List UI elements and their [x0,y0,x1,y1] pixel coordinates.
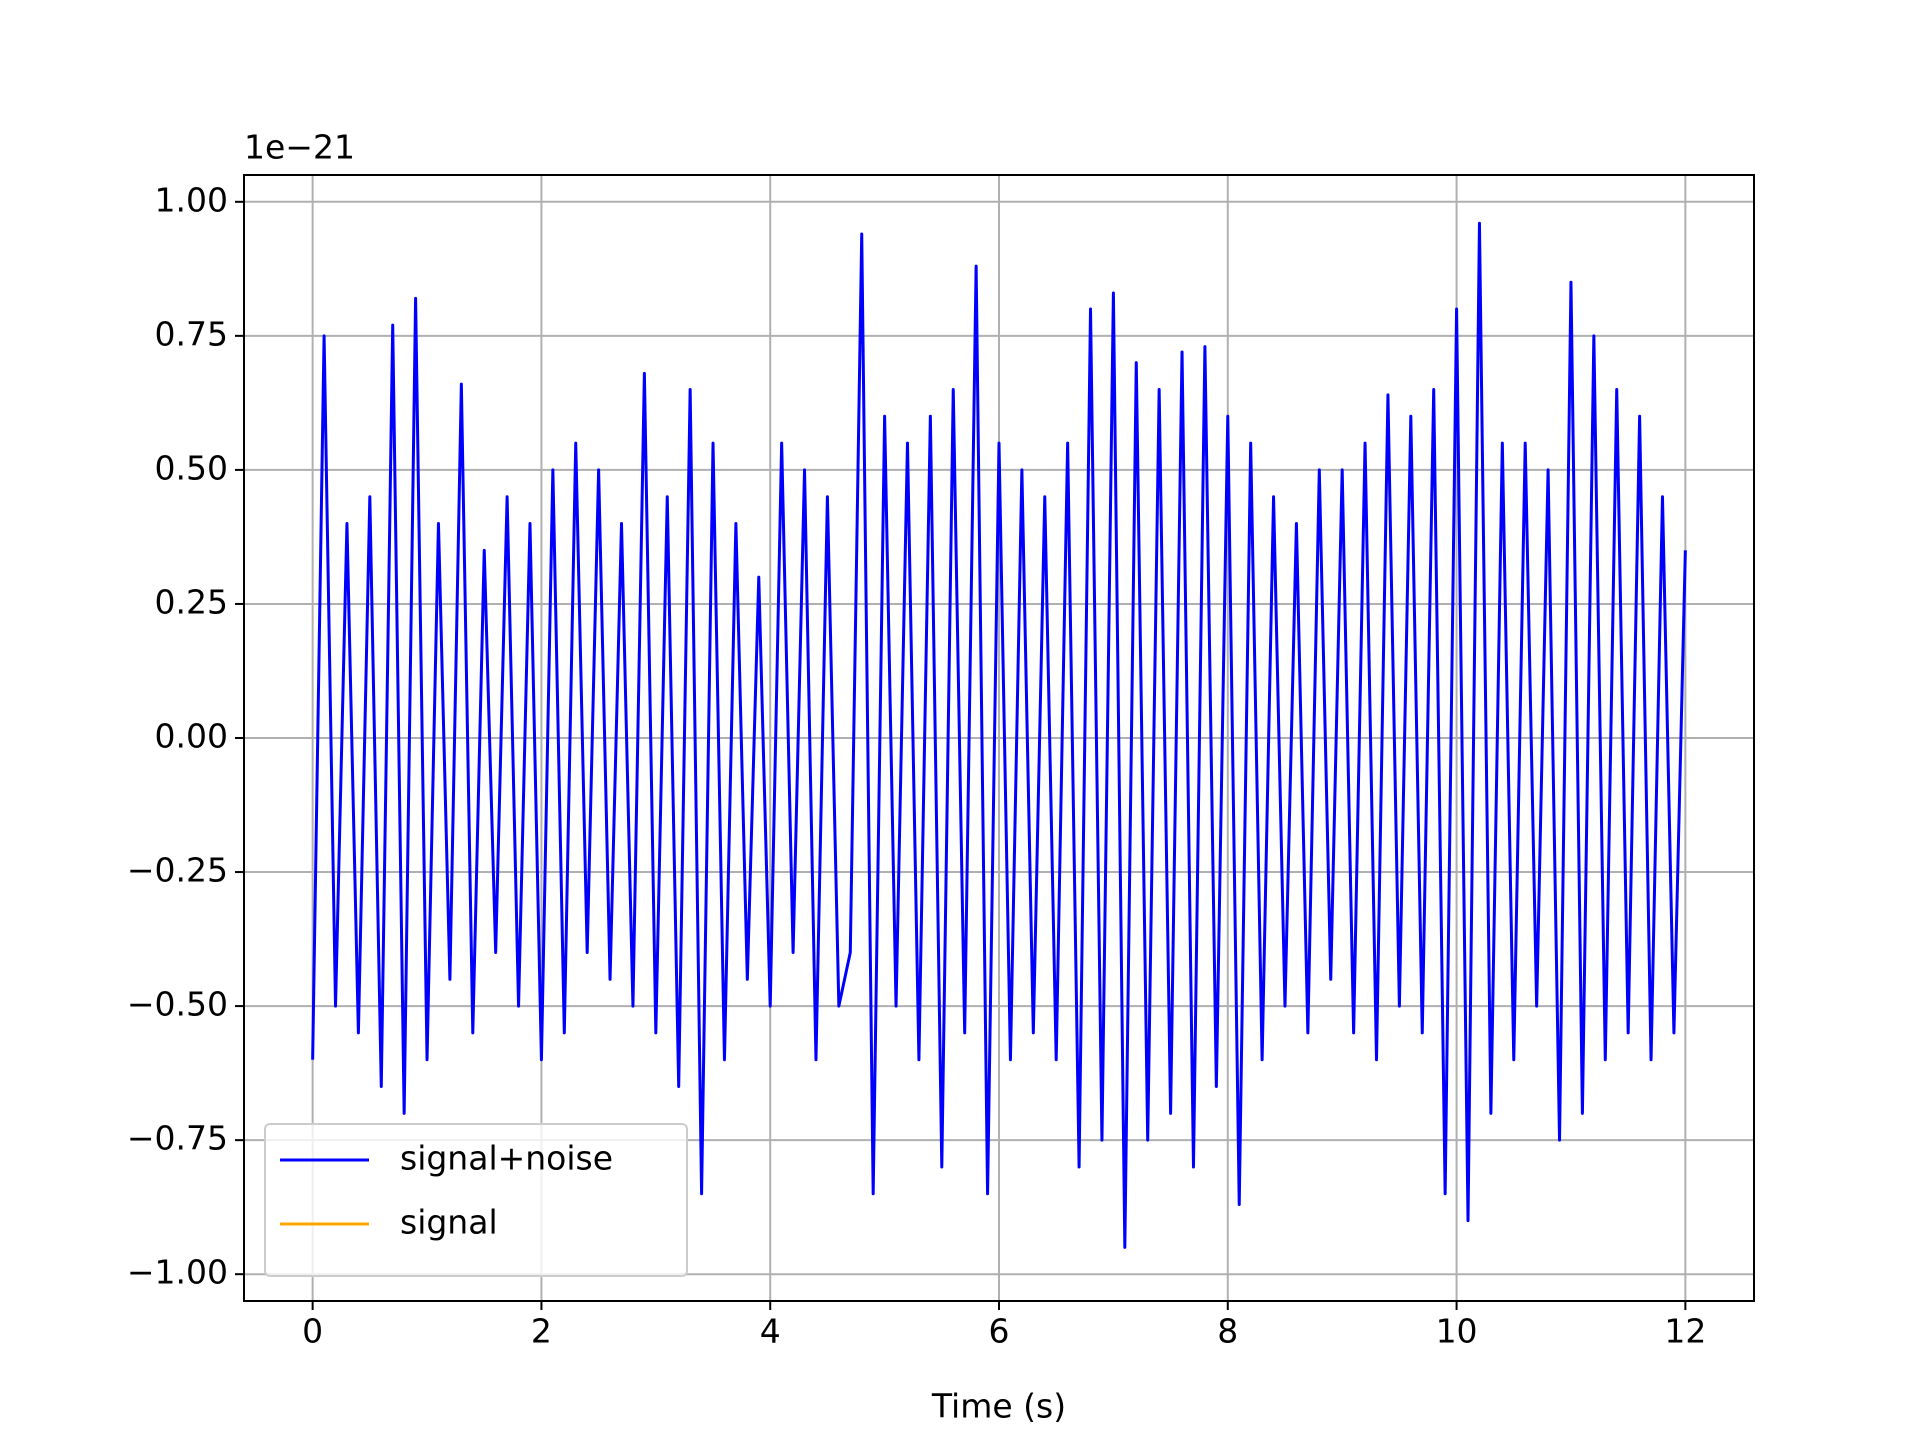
legend-box [264,1123,688,1277]
y-tick-label: −0.25 [127,851,228,890]
legend-label: signal+noise [400,1139,613,1178]
x-tick-label: 0 [302,1312,323,1351]
series-line [311,221,1687,1249]
legend-label: signal [400,1203,498,1242]
x-tick-label: 8 [1217,1312,1238,1351]
y-tick-label: 1.00 [155,180,228,219]
y-tick-label: 0.25 [155,582,228,621]
x-tick-label: 10 [1436,1312,1478,1351]
y-tick-label: −0.75 [127,1119,228,1158]
x-tick-label: 12 [1664,1312,1706,1351]
x-tick-label: 2 [531,1312,552,1351]
x-tick-label: 4 [760,1312,781,1351]
y-tick-label: −0.50 [127,985,228,1024]
plot-frame [243,174,1755,1302]
y-tick-label: 0.00 [155,717,228,756]
y-tick-label: 0.50 [155,448,228,487]
y-tick-label: 0.75 [155,314,228,353]
offset-text: 1e−21 [244,128,355,167]
x-tick-label: 6 [989,1312,1010,1351]
y-tick-label: −1.00 [127,1253,228,1292]
x-axis-label: Time (s) [931,1387,1066,1426]
